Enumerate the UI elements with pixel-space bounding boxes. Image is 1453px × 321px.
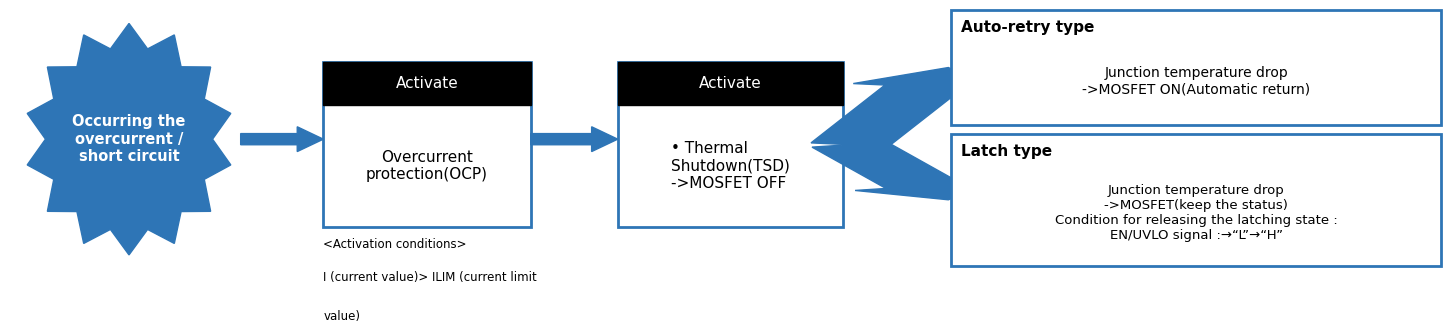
Text: Latch type: Latch type (962, 144, 1052, 159)
Polygon shape (28, 23, 231, 255)
Text: Overcurrent
protection(OCP): Overcurrent protection(OCP) (366, 150, 488, 182)
FancyBboxPatch shape (324, 62, 530, 227)
Text: value): value) (324, 310, 360, 321)
Text: • Thermal
Shutdown(TSD)
->MOSFET OFF: • Thermal Shutdown(TSD) ->MOSFET OFF (671, 141, 789, 191)
Text: <Activation conditions>: <Activation conditions> (324, 239, 466, 251)
FancyBboxPatch shape (618, 62, 843, 105)
Text: I (current value)> ILIM (current limit: I (current value)> ILIM (current limit (324, 272, 538, 284)
FancyBboxPatch shape (952, 134, 1441, 266)
Text: Junction temperature drop
->MOSFET ON(Automatic return): Junction temperature drop ->MOSFET ON(Au… (1082, 66, 1311, 97)
FancyArrow shape (241, 127, 324, 152)
Polygon shape (812, 142, 992, 200)
Text: Activate: Activate (395, 76, 458, 91)
Polygon shape (811, 67, 994, 146)
Text: Auto-retry type: Auto-retry type (962, 20, 1094, 35)
FancyBboxPatch shape (618, 62, 843, 227)
Text: Junction temperature drop
->MOSFET(keep the status)
Condition for releasing the : Junction temperature drop ->MOSFET(keep … (1055, 184, 1338, 242)
FancyArrow shape (530, 127, 618, 152)
FancyBboxPatch shape (952, 10, 1441, 126)
Text: Activate: Activate (699, 76, 761, 91)
Text: Occurring the
overcurrent /
short circuit: Occurring the overcurrent / short circui… (73, 114, 186, 164)
FancyBboxPatch shape (324, 62, 530, 105)
